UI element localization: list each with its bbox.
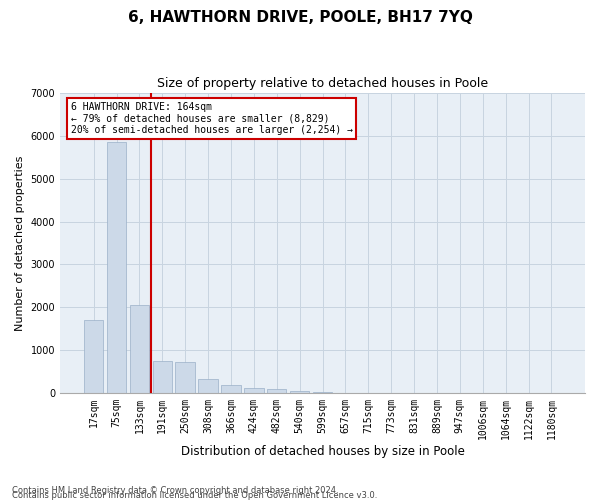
X-axis label: Distribution of detached houses by size in Poole: Distribution of detached houses by size … [181,444,464,458]
Bar [244,388,263,393]
Title: Size of property relative to detached houses in Poole: Size of property relative to detached ho… [157,78,488,90]
Bar [313,392,332,393]
Bar [221,385,241,393]
Bar [152,361,172,393]
Bar [130,305,149,393]
Bar [175,362,195,393]
Bar [290,391,310,393]
Bar [199,380,218,393]
Bar [267,389,286,393]
Y-axis label: Number of detached properties: Number of detached properties [15,156,25,330]
Text: 6, HAWTHORN DRIVE, POOLE, BH17 7YQ: 6, HAWTHORN DRIVE, POOLE, BH17 7YQ [128,10,472,25]
Text: Contains public sector information licensed under the Open Government Licence v3: Contains public sector information licen… [12,491,377,500]
Text: Contains HM Land Registry data © Crown copyright and database right 2024.: Contains HM Land Registry data © Crown c… [12,486,338,495]
Bar [107,142,126,393]
Bar [84,320,103,393]
Text: 6 HAWTHORN DRIVE: 164sqm
← 79% of detached houses are smaller (8,829)
20% of sem: 6 HAWTHORN DRIVE: 164sqm ← 79% of detach… [71,102,353,136]
